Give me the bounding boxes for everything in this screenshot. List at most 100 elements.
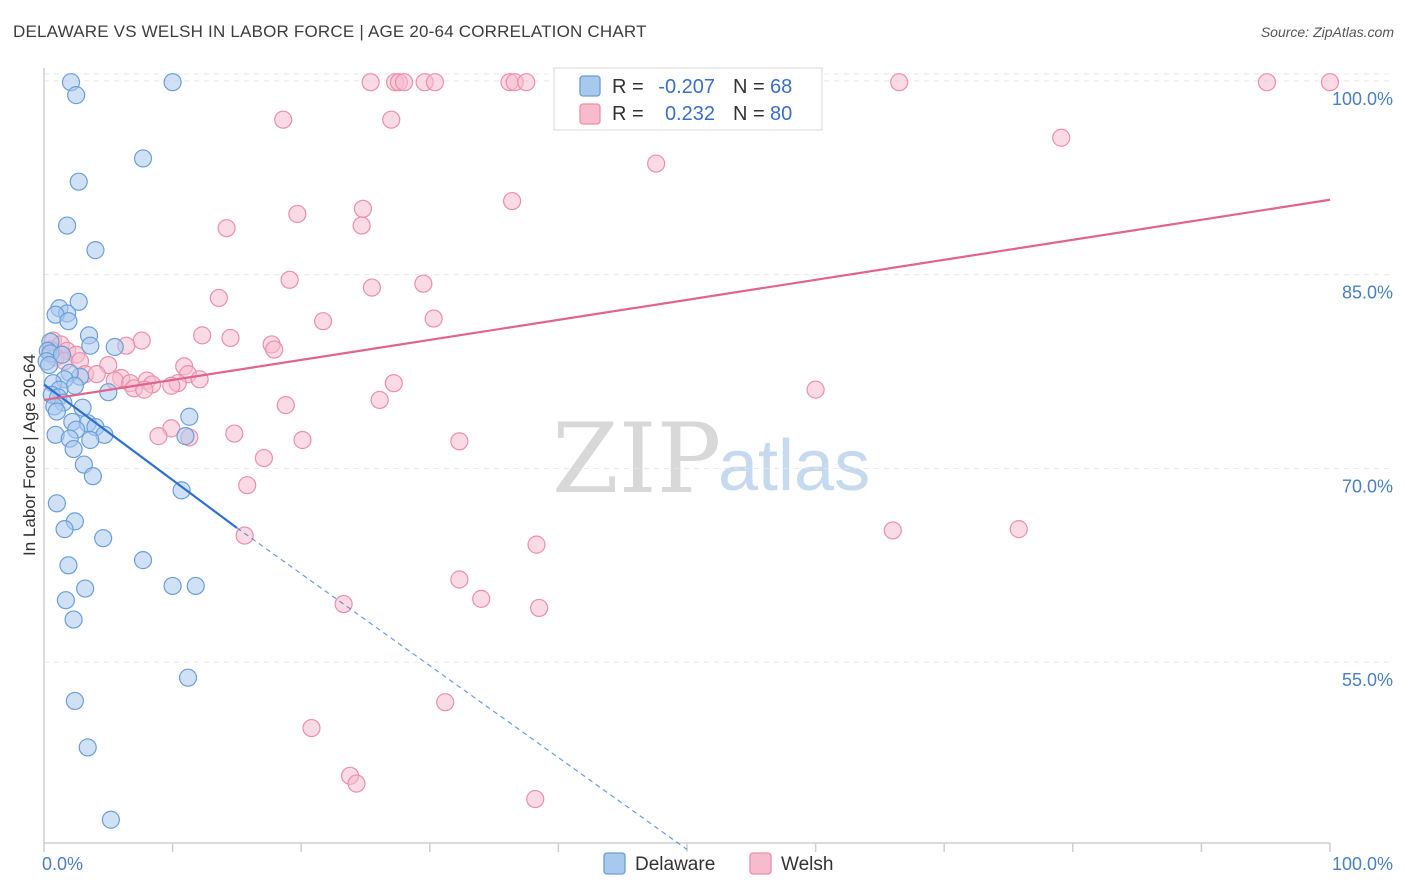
delaware-trendline <box>43 383 238 529</box>
welsh-point-0 <box>361 73 380 92</box>
welsh-r-label: R = <box>612 103 644 125</box>
delaware-point-20 <box>40 355 59 375</box>
y-tick-label-100: 100.0% <box>1332 89 1393 109</box>
welsh-point-14 <box>274 110 293 129</box>
welsh-point-29 <box>193 326 212 345</box>
y-tick-label-55: 55.0% <box>1342 670 1393 690</box>
delaware-point-2 <box>67 86 86 105</box>
x-ticks <box>43 843 1331 852</box>
delaware-point-47 <box>172 481 191 500</box>
welsh-point-28 <box>424 309 443 328</box>
delaware-point-1 <box>163 73 182 92</box>
bottom-legend: Delaware Welsh <box>603 852 833 875</box>
welsh-point-21 <box>217 219 236 238</box>
welsh-point-70 <box>883 521 902 540</box>
watermark-zip: ZIP <box>552 403 721 515</box>
delaware-point-58 <box>64 610 83 629</box>
delaware-point-7 <box>69 292 88 311</box>
welsh-point-8 <box>517 73 536 92</box>
welsh-point-73 <box>527 535 546 554</box>
delaware-point-27 <box>99 383 118 402</box>
delaware-point-50 <box>55 520 74 539</box>
welsh-n-label: N = <box>733 103 765 125</box>
delaware-n-label: N = <box>733 76 765 98</box>
delaware-point-4 <box>69 172 88 191</box>
delaware-point-11 <box>59 312 78 331</box>
stats-legend: R = -0.207 N = 68 R = 0.232 N = 80 <box>553 67 823 131</box>
welsh-point-11 <box>890 73 909 92</box>
y-tick-label-70: 70.0% <box>1342 476 1393 496</box>
delaware-r-value: -0.207 <box>658 76 715 98</box>
welsh-r-value: 0.232 <box>665 103 715 125</box>
delaware-point-25 <box>65 376 84 395</box>
welsh-point-74 <box>450 570 469 589</box>
delaware-point-52 <box>133 551 153 570</box>
welsh-point-3 <box>394 73 414 92</box>
welsh-point-76 <box>334 594 353 614</box>
welsh-point-18 <box>503 191 522 211</box>
welsh-point-22 <box>352 216 371 235</box>
welsh-point-72 <box>235 526 254 545</box>
welsh-point-16 <box>1052 128 1071 147</box>
delaware-legend-swatch <box>579 75 601 97</box>
welsh-point-23 <box>280 270 299 289</box>
welsh-point-27 <box>313 312 333 331</box>
delaware-point-33 <box>47 402 66 421</box>
delaware-point-60 <box>65 691 84 711</box>
delaware-point-48 <box>47 494 66 513</box>
source-credit: Source: ZipAtlas.com <box>1261 24 1394 40</box>
welsh-point-31 <box>132 331 151 350</box>
delaware-point-3 <box>133 149 153 168</box>
delaware-point-62 <box>101 810 120 829</box>
welsh-point-82 <box>526 789 545 809</box>
welsh-point-25 <box>362 278 382 297</box>
bottom-legend-welsh-swatch <box>749 852 772 875</box>
welsh-point-63 <box>149 427 168 446</box>
welsh-point-61 <box>276 396 295 415</box>
delaware-point-57 <box>56 591 75 610</box>
delaware-point-5 <box>58 216 77 235</box>
bottom-legend-delaware-label: Delaware <box>635 854 715 875</box>
delaware-point-34 <box>180 407 199 426</box>
welsh-point-34 <box>265 340 284 359</box>
delaware-n-value: 68 <box>770 76 792 98</box>
y-axis-label: In Labor Force | Age 20-64 <box>20 354 39 556</box>
welsh-point-17 <box>647 154 666 173</box>
welsh-point-12 <box>1257 73 1277 92</box>
welsh-point-30 <box>221 328 240 348</box>
delaware-point-55 <box>186 576 205 596</box>
x-tick-label-min: 0.0% <box>42 854 83 874</box>
delaware-point-46 <box>83 467 102 486</box>
welsh-point-13 <box>1320 73 1340 92</box>
welsh-point-20 <box>288 204 307 224</box>
y-tick-label-85: 85.0% <box>1342 283 1393 303</box>
welsh-point-78 <box>436 693 455 712</box>
delaware-point-51 <box>94 529 113 548</box>
welsh-point-67 <box>450 432 469 451</box>
delaware-point-43 <box>81 430 100 450</box>
delaware-point-6 <box>86 241 105 260</box>
x-tick-label-max: 100.0% <box>1332 854 1393 874</box>
welsh-point-15 <box>382 110 401 129</box>
welsh-point-19 <box>353 199 373 218</box>
welsh-point-5 <box>425 73 445 92</box>
welsh-point-59 <box>806 380 825 399</box>
welsh-point-50 <box>190 370 209 389</box>
welsh-legend-swatch <box>579 103 601 125</box>
watermark: ZIP atlas <box>552 403 870 515</box>
bottom-legend-delaware-swatch <box>603 852 626 875</box>
delaware-point-15 <box>105 337 124 357</box>
delaware-point-44 <box>64 439 83 459</box>
welsh-point-81 <box>347 774 366 793</box>
delaware-point-14 <box>81 336 100 355</box>
welsh-point-75 <box>472 589 491 608</box>
delaware-trendline-extension <box>236 527 688 850</box>
delaware-point-41 <box>176 427 195 446</box>
welsh-trendline <box>43 198 1331 402</box>
delaware-series <box>37 73 205 829</box>
welsh-point-46 <box>87 365 106 384</box>
welsh-point-68 <box>254 448 274 468</box>
trendlines <box>43 198 1331 850</box>
welsh-series <box>41 73 1340 809</box>
